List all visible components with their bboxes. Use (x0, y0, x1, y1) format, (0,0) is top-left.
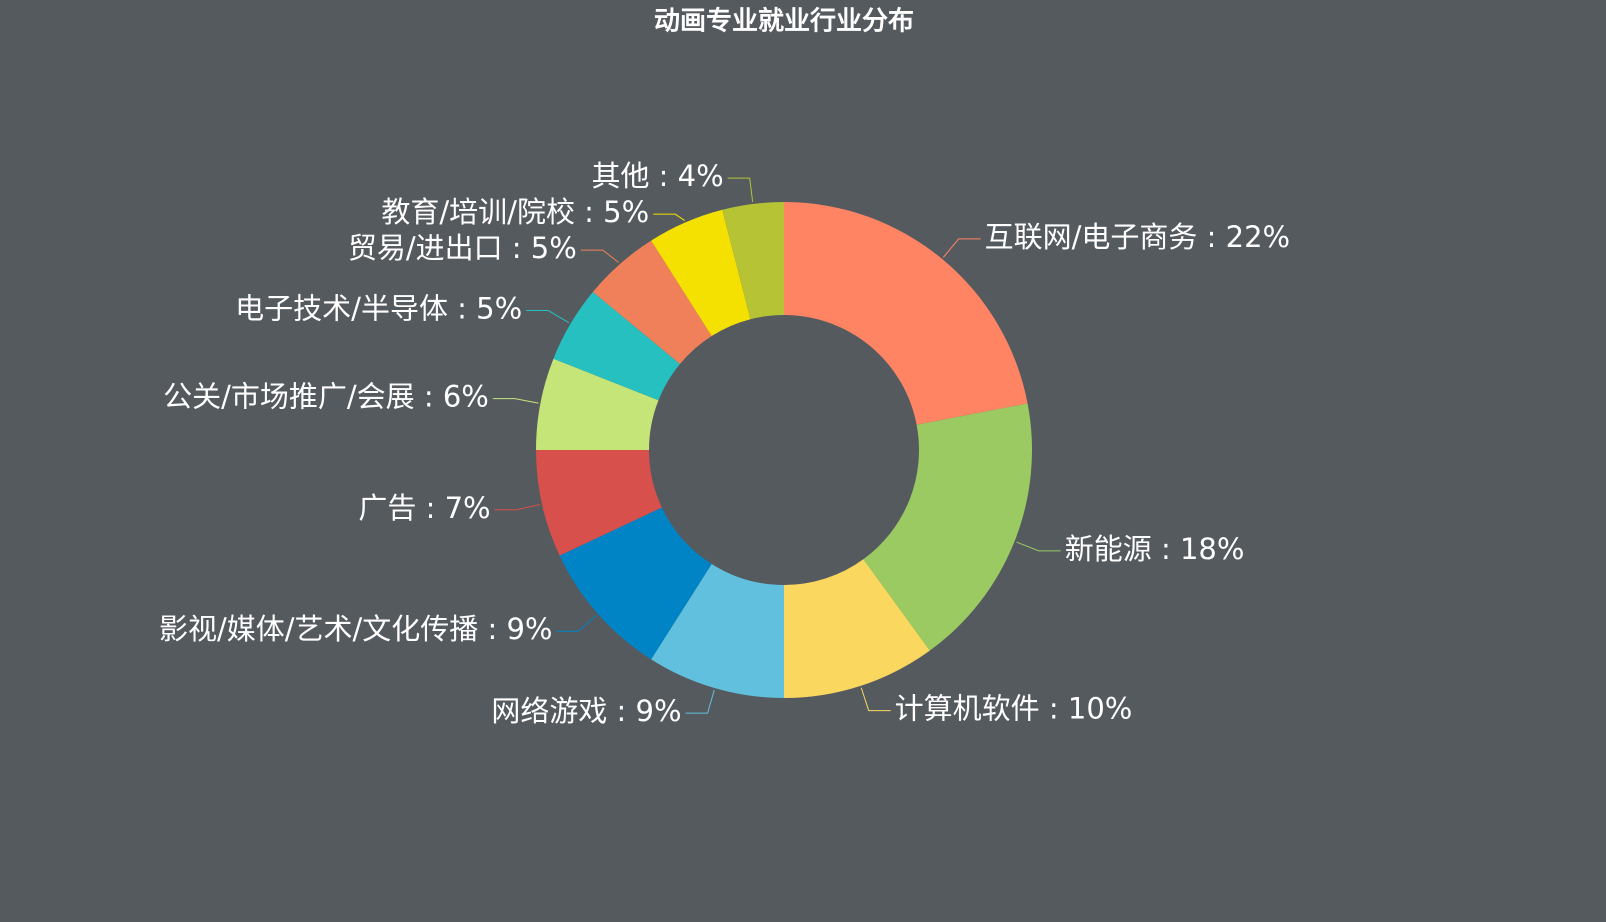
data-label: 其他 : 4% (591, 159, 723, 193)
donut-slice (784, 202, 1028, 425)
data-label: 教育/培训/院校 : 5% (381, 195, 649, 229)
donut-slice (784, 559, 930, 698)
donut-slice (592, 240, 712, 364)
donut-slice (536, 450, 662, 556)
donut-slice (651, 209, 751, 337)
label-line (685, 689, 715, 714)
data-label: 新能源 : 18% (1065, 532, 1245, 566)
label-line (580, 249, 619, 263)
donut-slice (722, 202, 784, 320)
data-label: 贸易/进出口 : 5% (348, 231, 577, 265)
label-line (526, 310, 570, 324)
label-line (556, 614, 597, 632)
data-label: 互联网/电子商务 : 22% (985, 220, 1290, 254)
donut-slice (559, 507, 712, 660)
donut-slice (651, 563, 784, 698)
label-line (653, 213, 685, 221)
data-label: 计算机软件 : 10% (895, 692, 1133, 726)
data-label: 广告 : 7% (358, 491, 490, 525)
label-line (1016, 541, 1061, 552)
data-label: 公关/市场推广/会展 : 6% (163, 380, 489, 414)
data-label: 电子技术/半导体 : 5% (235, 292, 522, 326)
label-line (942, 238, 981, 258)
data-label: 影视/媒体/艺术/文化传播 : 9% (159, 612, 553, 646)
donut-slice (536, 358, 659, 450)
label-line (860, 687, 891, 712)
data-label: 网络游戏 : 9% (491, 694, 681, 728)
label-line (494, 504, 541, 511)
donut-slice (863, 403, 1032, 651)
donut-slice (553, 291, 680, 401)
chart-title: 动画专业就业行业分布 (654, 6, 914, 37)
label-line (492, 398, 539, 404)
label-line (727, 177, 754, 203)
